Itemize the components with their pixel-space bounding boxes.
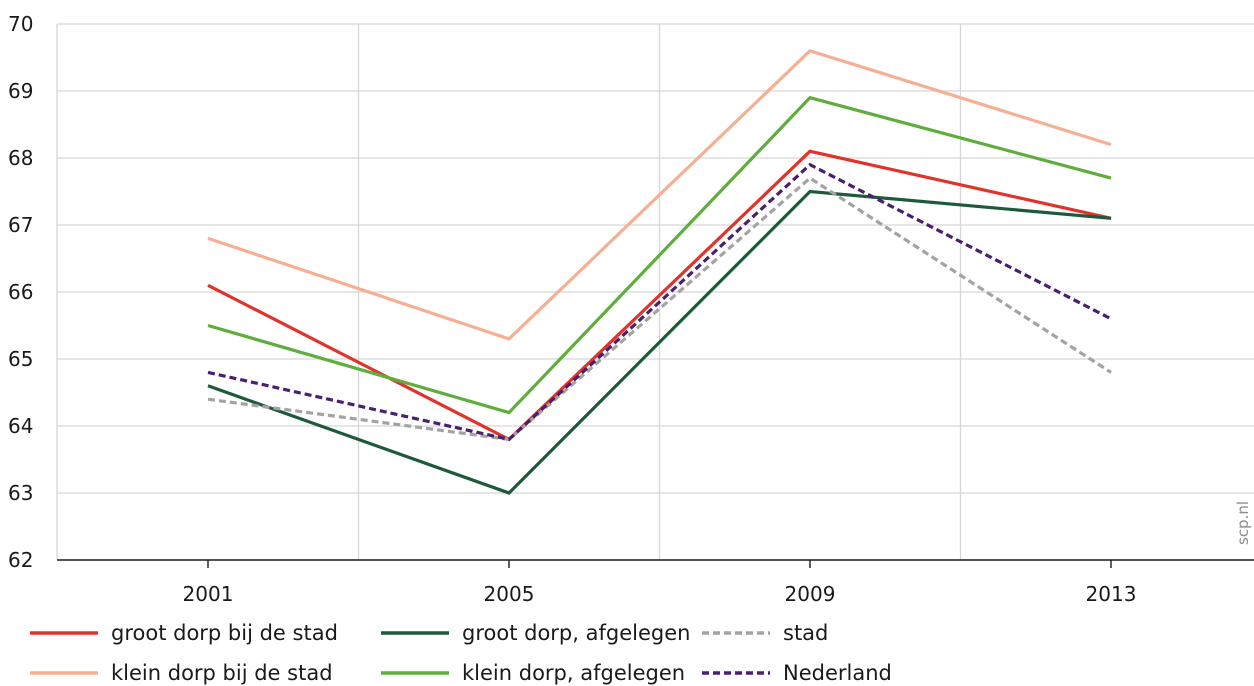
watermark: scp.nl [1234,501,1252,545]
y-tick-label: 63 [8,481,33,505]
y-tick-label: 64 [8,414,33,438]
series-line [207,189,1112,495]
series-line [207,176,1112,442]
x-tick-label: 2001 [183,582,234,606]
legend-label: stad [783,621,828,645]
series-line [207,48,1112,341]
legend-label: klein dorp bij de stad [111,661,333,685]
series-line [207,162,1112,442]
legend-label: groot dorp, afgelegen [462,621,690,645]
grid [56,23,1254,560]
y-tick-label: 67 [8,213,33,237]
series-line [207,95,1112,415]
y-tick-label: 69 [8,79,33,103]
legend-label: Nederland [783,661,892,685]
legend-label: klein dorp, afgelegen [462,661,685,685]
x-tick-label: 2013 [1086,582,1137,606]
x-tick-label: 2005 [484,582,535,606]
y-tick-label: 70 [8,12,33,36]
series-line [207,149,1112,442]
legend: groot dorp bij de stad groot dorp, afgele… [30,621,892,685]
y-tick-label: 65 [8,347,33,371]
x-axis-ticks: 2001 2005 2009 2013 [183,560,1137,606]
series-lines [207,48,1112,495]
x-tick-label: 2009 [785,582,836,606]
legend-label: groot dorp bij de stad [111,621,338,645]
y-tick-label: 62 [8,548,33,572]
y-tick-label: 68 [8,146,33,170]
y-axis-ticks: 62 63 64 65 66 67 68 69 70 [8,12,33,572]
y-tick-label: 66 [8,280,33,304]
